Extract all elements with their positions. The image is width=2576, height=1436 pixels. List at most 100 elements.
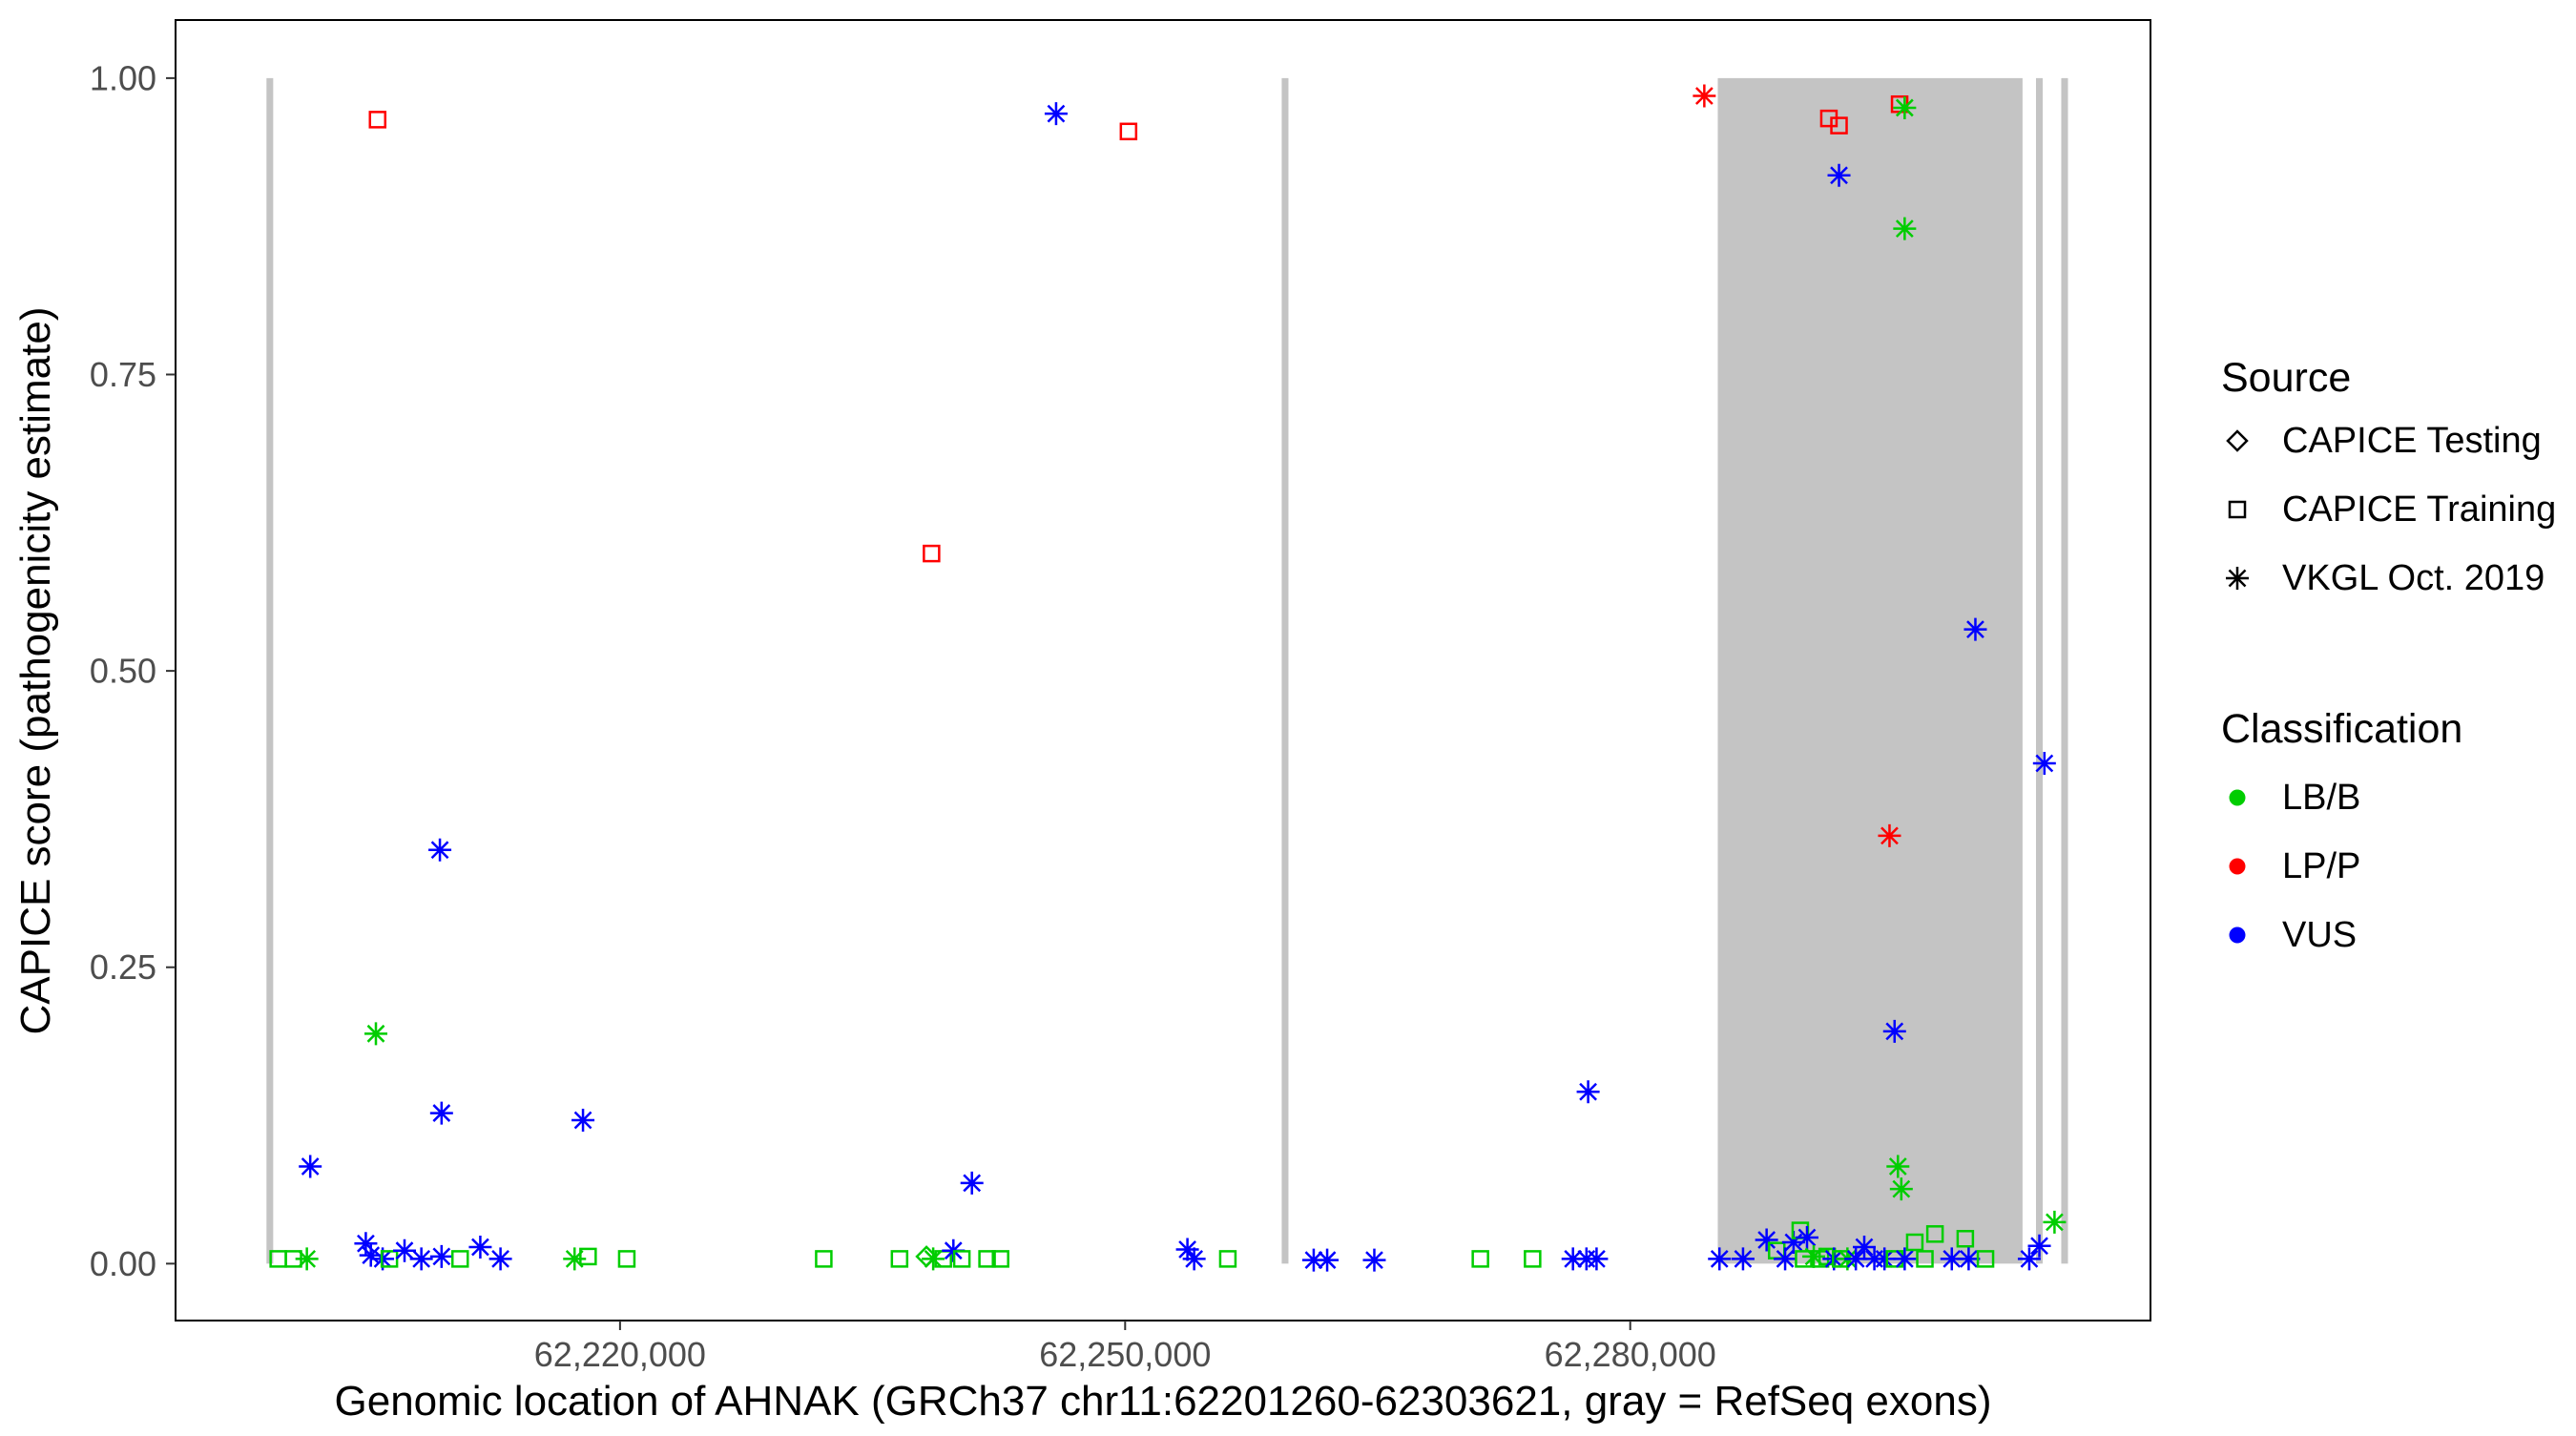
y-axis-title: CAPICE score (pathogenicity estimate) <box>12 307 59 1035</box>
data-point <box>488 1247 512 1271</box>
vus-dot-icon <box>2229 926 2246 944</box>
x-tick-label: 62,280,000 <box>1545 1335 1716 1374</box>
data-point <box>2032 752 2056 776</box>
data-point <box>1878 823 1901 847</box>
data-point <box>1940 1247 1963 1271</box>
data-point <box>922 1247 945 1271</box>
data-point <box>1893 1247 1917 1271</box>
axes: 62,220,000 62,250,000 62,280,000 0.00 0.25 0.… <box>90 58 1716 1374</box>
data-point <box>450 1250 469 1268</box>
data-point <box>1925 1225 1944 1243</box>
data-point <box>617 1250 636 1268</box>
data-point <box>1585 1247 1609 1271</box>
data-point <box>364 1022 387 1046</box>
x-tick-label: 62,220,000 <box>534 1335 706 1374</box>
data-point <box>2043 1210 2067 1234</box>
y-tick-label: 1.00 <box>90 58 156 97</box>
data-point <box>1916 1250 1934 1268</box>
data-point <box>960 1171 984 1195</box>
data-point <box>1044 102 1068 126</box>
data-point <box>1576 1080 1600 1104</box>
data-point <box>1893 95 1917 119</box>
legend-item-capice-training: CAPICE Training <box>2282 489 2556 530</box>
lpp-dot-icon <box>2229 858 2246 875</box>
data-point <box>1774 1247 1797 1271</box>
data-point <box>1796 1226 1818 1250</box>
x-tick-label: 62,250,000 <box>1039 1335 1211 1374</box>
data-point <box>1873 1247 1897 1271</box>
exon-band <box>2036 77 2044 1264</box>
data-point <box>409 1247 433 1271</box>
data-point <box>1889 1177 1913 1201</box>
legend-classification: Classification LB/B LP/P VUS <box>2221 706 2462 955</box>
data-point <box>1886 1155 1910 1178</box>
exon-band <box>1281 77 1289 1264</box>
legend-item-vkgl: VKGL Oct. 2019 <box>2282 558 2545 598</box>
data-point <box>1963 617 1987 641</box>
data-point <box>1524 1250 1542 1268</box>
data-point <box>1830 116 1848 135</box>
data-point <box>2017 1247 2041 1271</box>
data-point <box>1708 1247 1732 1271</box>
data-point <box>952 1250 971 1268</box>
data-point <box>428 838 452 862</box>
asterisk-icon <box>2226 567 2249 590</box>
data-point <box>1693 84 1716 108</box>
data-point <box>1844 1247 1868 1271</box>
data-point <box>1561 1247 1585 1271</box>
data-point <box>468 1235 492 1259</box>
exon-bands <box>266 77 2068 1264</box>
y-tick-label: 0.00 <box>90 1244 156 1283</box>
data-point <box>1731 1247 1755 1271</box>
diamond-icon <box>2226 429 2249 452</box>
data-point <box>359 1243 383 1267</box>
legend-item-lbb: LB/B <box>2282 778 2360 818</box>
data-point <box>299 1155 322 1178</box>
legend-item-lpp: LP/P <box>2282 846 2360 886</box>
y-tick-label: 0.25 <box>90 947 156 987</box>
lbb-dot-icon <box>2229 789 2246 806</box>
data-point <box>1471 1250 1489 1268</box>
x-axis-title: Genomic location of AHNAK (GRCh37 chr11:… <box>335 1378 1992 1425</box>
legend-source-title: Source <box>2221 355 2351 401</box>
data-point <box>579 1247 597 1266</box>
data-point <box>571 1109 595 1133</box>
data-point <box>1218 1250 1237 1268</box>
data-point <box>1827 163 1851 187</box>
data-point <box>1976 1250 1995 1268</box>
legend-item-capice-testing: CAPICE Testing <box>2282 421 2542 461</box>
data-point <box>429 1244 453 1268</box>
data-point <box>1175 1238 1199 1261</box>
exon-band <box>266 77 274 1264</box>
data-point <box>1182 1247 1206 1271</box>
data-point <box>563 1247 587 1271</box>
data-point <box>815 1250 833 1268</box>
data-point <box>354 1232 378 1256</box>
data-point <box>429 1101 453 1125</box>
data-point <box>1119 122 1138 141</box>
exon-band <box>1717 77 2023 1264</box>
data-point <box>2027 1234 2051 1258</box>
data-point <box>923 544 941 563</box>
data-point <box>1893 217 1917 240</box>
data-point <box>1755 1228 1778 1252</box>
data-point <box>393 1238 416 1262</box>
data-point <box>1882 1019 1906 1043</box>
y-tick-label: 0.75 <box>90 355 156 394</box>
square-icon <box>2228 500 2247 519</box>
data-point <box>1362 1248 1386 1272</box>
data-point <box>991 1250 1009 1268</box>
y-tick-label: 0.50 <box>90 652 156 691</box>
legend-classification-title: Classification <box>2221 706 2462 752</box>
legend-source: Source CAPICE Testing CAPICE Training VK… <box>2221 355 2556 598</box>
data-point <box>1853 1235 1876 1259</box>
data-point <box>295 1247 319 1271</box>
data-point <box>1905 1233 1924 1252</box>
data-point <box>978 1250 996 1268</box>
data-points <box>269 84 2067 1272</box>
data-point <box>1957 1247 1981 1271</box>
data-point <box>1316 1248 1340 1272</box>
data-point <box>368 111 387 129</box>
data-point <box>1956 1230 1975 1248</box>
